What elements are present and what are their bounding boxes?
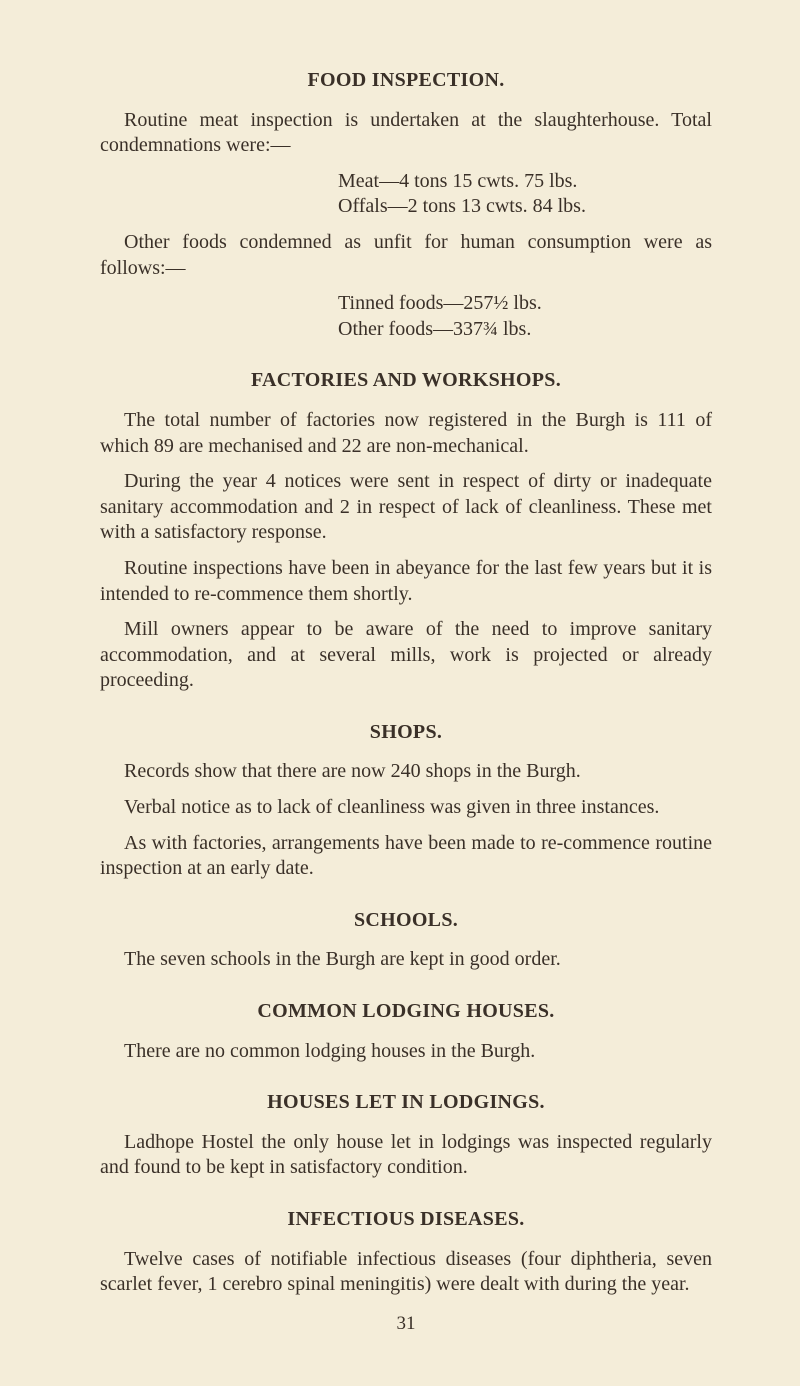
body-paragraph: There are no common lodging houses in th… (100, 1039, 712, 1065)
body-paragraph: Records show that there are now 240 shop… (100, 759, 712, 785)
body-paragraph: As with factories, arrangements have bee… (100, 831, 712, 882)
data-line: Offals—2 tons 13 cwts. 84 lbs. (338, 194, 712, 220)
body-paragraph: The seven schools in the Burgh are kept … (100, 947, 712, 973)
heading-food-inspection: FOOD INSPECTION. (100, 68, 712, 94)
body-paragraph: During the year 4 notices were sent in r… (100, 469, 712, 546)
data-line: Other foods—337¾ lbs. (338, 317, 712, 343)
heading-schools: SCHOOLS. (100, 908, 712, 934)
body-paragraph: Ladhope Hostel the only house let in lod… (100, 1130, 712, 1181)
heading-shops: SHOPS. (100, 720, 712, 746)
body-paragraph: Verbal notice as to lack of cleanliness … (100, 795, 712, 821)
body-paragraph: Twelve cases of notifiable infectious di… (100, 1247, 712, 1298)
heading-infectious: INFECTIOUS DISEASES. (100, 1207, 712, 1233)
data-list: Tinned foods—257½ lbs. Other foods—337¾ … (100, 291, 712, 342)
heading-houses-let: HOUSES LET IN LODGINGS. (100, 1090, 712, 1116)
heading-factories: FACTORIES AND WORKSHOPS. (100, 368, 712, 394)
data-line: Meat—4 tons 15 cwts. 75 lbs. (338, 169, 712, 195)
document-page: FOOD INSPECTION. Routine meat inspection… (0, 0, 800, 1386)
body-paragraph: Routine meat inspection is undertaken at… (100, 108, 712, 159)
heading-lodging-houses: COMMON LODGING HOUSES. (100, 999, 712, 1025)
body-paragraph: The total number of factories now regist… (100, 408, 712, 459)
page-number: 31 (100, 1312, 712, 1336)
data-list: Meat—4 tons 15 cwts. 75 lbs. Offals—2 to… (100, 169, 712, 220)
body-paragraph: Mill owners appear to be aware of the ne… (100, 617, 712, 694)
data-line: Tinned foods—257½ lbs. (338, 291, 712, 317)
body-paragraph: Routine inspections have been in abeyanc… (100, 556, 712, 607)
body-paragraph: Other foods condemned as unfit for human… (100, 230, 712, 281)
